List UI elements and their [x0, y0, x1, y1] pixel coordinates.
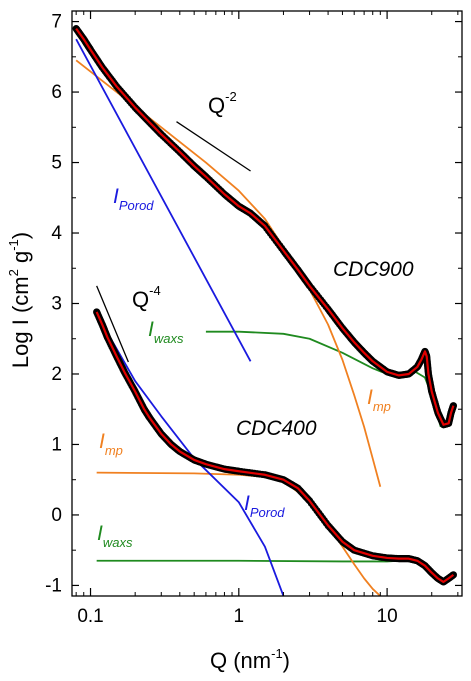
x-tick-label: 0.1	[77, 606, 103, 627]
porod-upper-label: IPorod	[113, 185, 154, 213]
slope-guide-q-4-line	[96, 285, 129, 363]
y-tick-label: 5	[51, 153, 62, 174]
cdc900-label: CDC900	[333, 258, 414, 281]
mp-lower-label: Imp	[99, 430, 123, 458]
y-tick-label: -1	[45, 575, 62, 596]
y-tick-label: 4	[51, 223, 62, 244]
plot-area	[72, 25, 458, 596]
q2-annotation: Q-2	[208, 89, 237, 118]
cdc400-label: CDC400	[236, 417, 317, 440]
y-tick-label: 1	[51, 434, 62, 455]
y-tick-label: 6	[51, 82, 62, 103]
mp-upper-label: Imp	[367, 386, 391, 414]
fit-cdc400-line	[95, 311, 455, 583]
waxs-upper-label: Iwaxs	[148, 318, 184, 346]
x-tick-label: 10	[377, 606, 398, 627]
data-cdc900-point	[449, 402, 458, 410]
waxs-cdc900-line	[205, 330, 442, 428]
waxs-cdc400-line	[96, 559, 442, 583]
x-tick-label: 1	[234, 606, 245, 627]
slope-guide-q-2-line	[176, 121, 251, 172]
q4-annotation: Q-4	[132, 283, 161, 312]
axes-layer: -1 0 1 2 3 4 5 6 7 0.1 1 10	[45, 10, 463, 627]
waxs-lower-label: Iwaxs	[97, 522, 133, 550]
y-tick-label: 3	[51, 294, 62, 315]
data-cdc400-markers	[93, 308, 458, 586]
fit-cdc900-line	[75, 27, 455, 426]
y-axis-title: Log I (cm2 g-1)	[6, 232, 33, 368]
y-tick-label: 2	[51, 364, 62, 385]
y-tick-label: 7	[51, 12, 62, 33]
y-tick-label: 0	[51, 505, 62, 526]
porod-lower-label: IPorod	[244, 492, 285, 520]
porod-cdc900-line	[75, 38, 252, 362]
series-layer	[72, 25, 458, 596]
x-axis-title: Q (nm-1)	[210, 646, 290, 673]
